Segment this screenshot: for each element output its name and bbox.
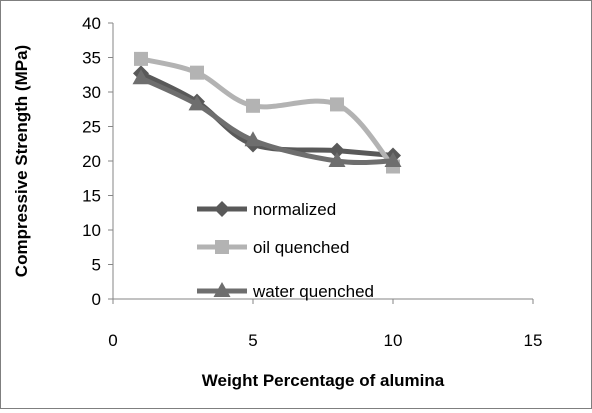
y-tick-label: 15 bbox=[82, 187, 101, 206]
triangle-marker bbox=[244, 131, 262, 147]
triangle-marker bbox=[188, 95, 206, 111]
legend-square-marker bbox=[215, 240, 229, 254]
legend-label: normalized bbox=[253, 200, 336, 219]
square-marker bbox=[134, 51, 148, 66]
x-tick-label: 0 bbox=[108, 331, 117, 350]
y-tick-labels: 0 5 10 15 20 25 30 35 40 bbox=[82, 14, 113, 309]
series-normalized bbox=[133, 65, 401, 164]
y-tick-label: 20 bbox=[82, 152, 101, 171]
y-axis-title: Compressive Strength (MPa) bbox=[12, 45, 31, 277]
x-tick-label: 5 bbox=[248, 331, 257, 350]
x-tick-labels: 0 5 10 15 bbox=[108, 299, 542, 350]
series-oil-quenched bbox=[134, 51, 400, 174]
diamond-marker bbox=[329, 142, 345, 159]
legend: normalized oil quenched water quenched bbox=[197, 200, 374, 301]
triangle-marker bbox=[132, 69, 150, 85]
x-tick-label: 15 bbox=[524, 331, 543, 350]
square-marker bbox=[190, 65, 204, 80]
legend-label: water quenched bbox=[252, 282, 374, 301]
legend-item: oil quenched bbox=[197, 238, 349, 257]
series-layer bbox=[132, 51, 402, 174]
y-tick-label: 10 bbox=[82, 221, 101, 240]
legend-item: normalized bbox=[197, 200, 336, 219]
legend-label: oil quenched bbox=[253, 238, 349, 257]
y-tick-label: 25 bbox=[82, 118, 101, 137]
series-water-quenched bbox=[132, 69, 402, 167]
legend-triangle-marker bbox=[213, 282, 231, 297]
legend-diamond-marker bbox=[214, 201, 230, 217]
y-tick-label: 5 bbox=[92, 256, 101, 275]
x-axis-title: Weight Percentage of alumina bbox=[202, 371, 445, 390]
y-tick-label: 30 bbox=[82, 83, 101, 102]
triangle-marker bbox=[328, 152, 346, 167]
square-marker bbox=[246, 98, 260, 113]
x-tick-label: 10 bbox=[384, 331, 403, 350]
triangle-marker bbox=[384, 152, 402, 167]
y-tick-label: 0 bbox=[92, 290, 101, 309]
y-tick-label: 35 bbox=[82, 49, 101, 68]
y-tick-label: 40 bbox=[82, 14, 101, 33]
legend-item: water quenched bbox=[197, 282, 374, 301]
square-marker bbox=[330, 97, 344, 112]
